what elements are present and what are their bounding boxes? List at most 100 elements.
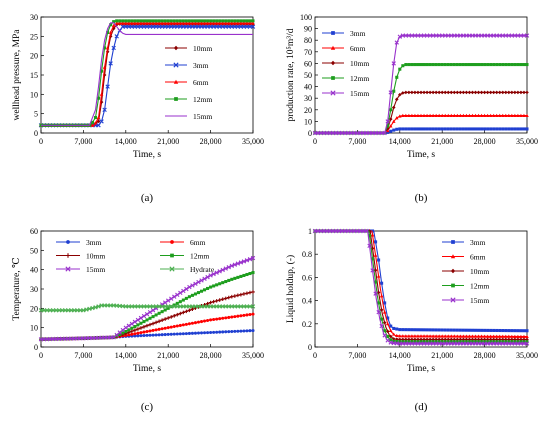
data-point bbox=[443, 63, 447, 67]
data-point bbox=[513, 90, 517, 95]
data-point bbox=[227, 19, 231, 23]
data-point bbox=[114, 21, 119, 25]
data-point bbox=[416, 340, 420, 344]
data-point bbox=[507, 63, 511, 67]
data-point bbox=[211, 271, 216, 277]
data-point bbox=[386, 335, 390, 339]
data-point bbox=[431, 63, 435, 67]
data-point bbox=[166, 19, 170, 23]
y-tick-label: 10 bbox=[30, 90, 38, 99]
data-point bbox=[497, 334, 502, 338]
data-point bbox=[370, 268, 375, 273]
data-point bbox=[398, 337, 402, 342]
data-point bbox=[175, 312, 180, 317]
data-point bbox=[480, 340, 484, 344]
data-point bbox=[388, 117, 393, 121]
data-point bbox=[431, 90, 435, 95]
data-point bbox=[440, 127, 444, 131]
legend-entry-6mm: 6mm bbox=[160, 238, 206, 247]
data-point bbox=[419, 340, 423, 344]
data-point bbox=[218, 330, 222, 334]
data-point bbox=[178, 21, 183, 25]
data-point bbox=[437, 113, 441, 118]
data-point bbox=[250, 255, 256, 261]
data-point bbox=[394, 333, 399, 338]
data-point bbox=[160, 318, 164, 323]
data-point bbox=[373, 291, 378, 296]
data-point bbox=[422, 334, 426, 338]
data-point bbox=[504, 90, 508, 95]
data-point bbox=[477, 127, 481, 131]
data-point bbox=[133, 334, 137, 338]
data-point bbox=[492, 340, 496, 344]
data-point bbox=[148, 333, 152, 337]
data-point bbox=[105, 84, 110, 89]
y-tick-label: 30 bbox=[304, 94, 312, 103]
x-tick-label: 28,000 bbox=[200, 137, 222, 146]
data-point bbox=[160, 19, 164, 23]
data-point bbox=[473, 334, 478, 338]
legend-marker bbox=[450, 254, 456, 259]
data-point bbox=[172, 313, 177, 318]
data-point bbox=[169, 296, 174, 301]
data-point bbox=[522, 329, 526, 333]
y-axis-label: wellhead pressure, MPa bbox=[12, 29, 22, 121]
data-point bbox=[513, 340, 517, 344]
legend: 3mm 6mm 10mm 12mm 15mm Hydrate bbox=[56, 238, 215, 274]
data-point bbox=[130, 329, 134, 334]
y-tick-label: 0 bbox=[308, 343, 312, 352]
data-point bbox=[374, 280, 378, 284]
legend-entry-15mm: 15mm bbox=[165, 112, 212, 121]
data-point bbox=[485, 337, 490, 342]
data-point bbox=[473, 113, 478, 118]
data-point bbox=[446, 127, 450, 131]
data-point bbox=[473, 127, 478, 131]
data-point bbox=[223, 296, 228, 301]
data-point bbox=[175, 19, 179, 23]
data-point bbox=[181, 19, 185, 23]
data-point bbox=[376, 290, 381, 295]
data-point bbox=[419, 113, 423, 118]
data-point bbox=[136, 19, 140, 23]
data-point bbox=[148, 19, 152, 23]
data-point bbox=[492, 328, 496, 332]
data-point bbox=[416, 63, 420, 67]
data-point bbox=[504, 329, 508, 333]
data-point bbox=[477, 63, 481, 67]
data-point bbox=[163, 333, 167, 337]
data-point bbox=[99, 119, 104, 124]
data-point bbox=[175, 21, 180, 25]
data-point bbox=[494, 337, 499, 342]
data-point bbox=[226, 264, 231, 270]
data-point bbox=[118, 332, 122, 336]
x-tick-label: 14,000 bbox=[115, 351, 137, 360]
data-point bbox=[470, 63, 475, 67]
data-point bbox=[251, 312, 255, 316]
series-3mm bbox=[313, 229, 529, 333]
data-point bbox=[211, 299, 216, 304]
data-point bbox=[111, 45, 116, 51]
data-point bbox=[382, 333, 387, 338]
data-point bbox=[455, 90, 460, 95]
data-point bbox=[413, 90, 417, 95]
data-point bbox=[154, 19, 158, 23]
data-point bbox=[516, 329, 520, 333]
data-point bbox=[507, 329, 511, 333]
data-point bbox=[413, 113, 417, 118]
data-point bbox=[398, 127, 402, 131]
data-point bbox=[233, 19, 237, 23]
legend-entry-12mm: 12mm bbox=[160, 252, 209, 261]
data-point bbox=[385, 128, 390, 133]
data-point bbox=[422, 337, 426, 342]
data-point bbox=[172, 21, 177, 25]
data-point bbox=[455, 63, 459, 67]
data-point bbox=[391, 61, 396, 66]
data-point bbox=[187, 284, 192, 290]
data-point bbox=[443, 90, 448, 95]
data-point bbox=[166, 326, 170, 330]
data-point bbox=[431, 334, 435, 338]
data-point bbox=[455, 113, 460, 118]
data-point bbox=[498, 328, 502, 333]
data-point bbox=[196, 331, 201, 335]
data-point bbox=[449, 113, 454, 118]
